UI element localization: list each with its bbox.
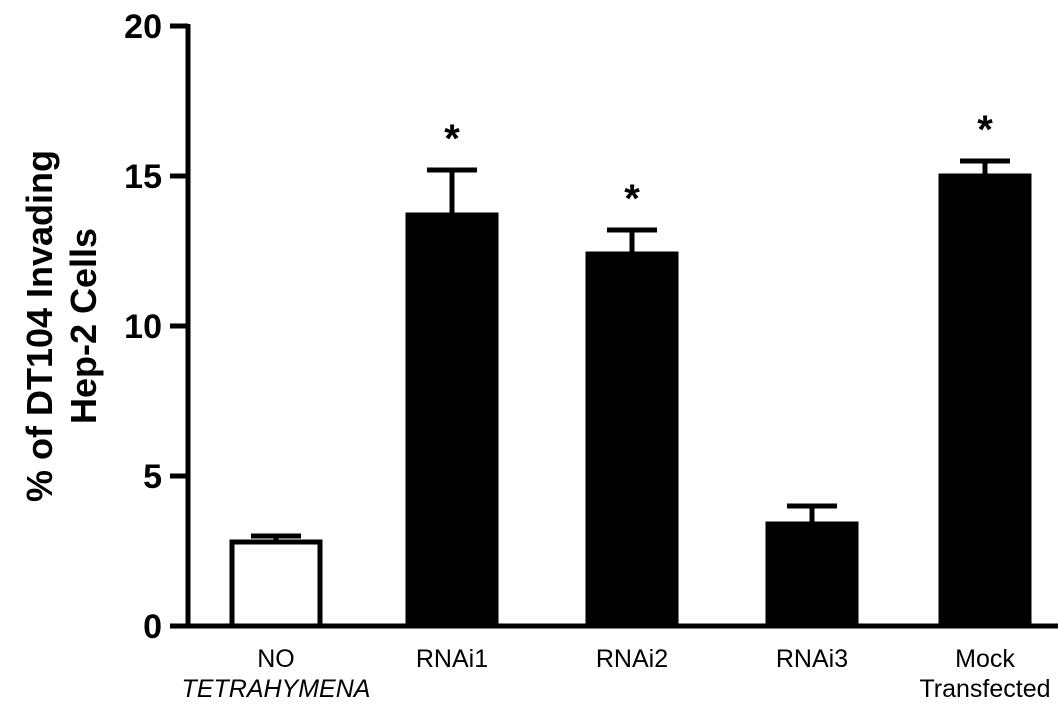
bar (765, 521, 859, 629)
bar (405, 212, 499, 629)
y-tick-label: 20 (124, 8, 162, 46)
bar (938, 173, 1032, 629)
x-category-label: NO (257, 645, 295, 673)
y-tick-label: 10 (124, 308, 162, 346)
y-tick-label: 5 (143, 458, 162, 496)
significance-marker: * (624, 177, 640, 221)
x-category-label: RNAi1 (416, 645, 488, 673)
bar (585, 251, 679, 629)
y-axis-label: % of DT104 Invading Hep-2 Cells (19, 150, 104, 502)
x-category-label: RNAi2 (596, 645, 668, 673)
y-axis-label-line: % of DT104 Invading (19, 150, 60, 502)
x-category-label: Mock (955, 645, 1015, 673)
x-category-label: Transfected (919, 675, 1050, 703)
significance-marker: * (444, 117, 460, 161)
labels: 0 5 10 15 20 % of DT104 Invading Hep-2 Cells NO… (19, 8, 1051, 703)
y-tick-label: 0 (143, 608, 162, 646)
y-axis-label-line: Hep-2 Cells (63, 228, 104, 424)
bars (229, 158, 1032, 629)
significance-marker: * (977, 108, 993, 152)
x-category-label: TETRAHYMENA (182, 675, 371, 703)
bar (229, 539, 323, 629)
y-tick-label: 15 (124, 158, 162, 196)
x-category-label: RNAi3 (776, 645, 848, 673)
